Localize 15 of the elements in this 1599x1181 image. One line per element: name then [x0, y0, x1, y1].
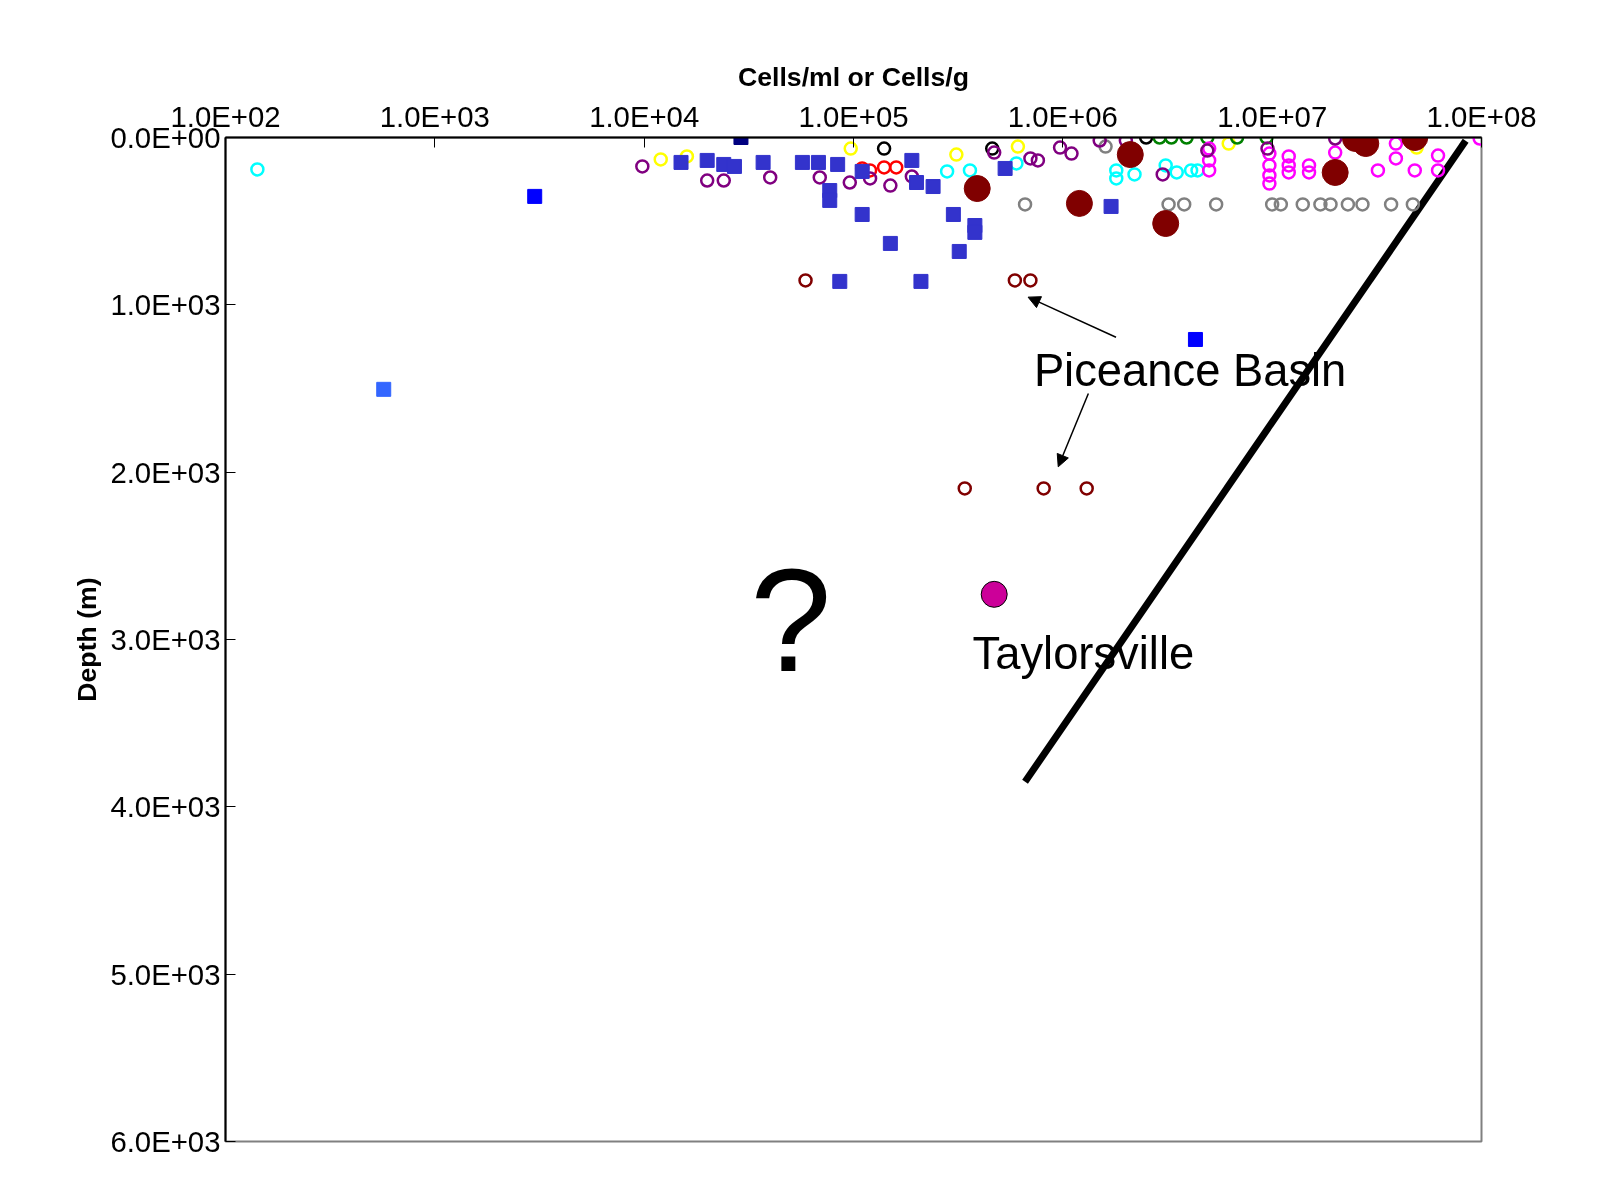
y-tick-label: 6.0E+03: [110, 1125, 221, 1158]
x-tick-label: 1.0E+08: [1426, 99, 1537, 133]
y-tick-label: 4.0E+03: [110, 790, 221, 824]
y-tick-label: 2.0E+03: [110, 455, 221, 489]
y-axis-title: Depth (m): [72, 577, 103, 702]
x-tick-label: 1.0E+07: [1217, 99, 1328, 133]
y-tick-label: 3.0E+03: [110, 623, 221, 656]
y-tick-label: 1.0E+03: [110, 288, 221, 322]
y-tick-label: 5.0E+03: [110, 957, 221, 991]
annotation: ?: [749, 538, 832, 703]
x-axis-title: Cells/ml or Cells/g: [737, 61, 970, 92]
x-tick-label: 1.0E+05: [798, 99, 909, 133]
x-tick-label: 1.0E+03: [379, 99, 490, 133]
x-tick-label: 1.0E+06: [1007, 99, 1118, 133]
x-tick-label: 1.0E+04: [589, 99, 700, 133]
